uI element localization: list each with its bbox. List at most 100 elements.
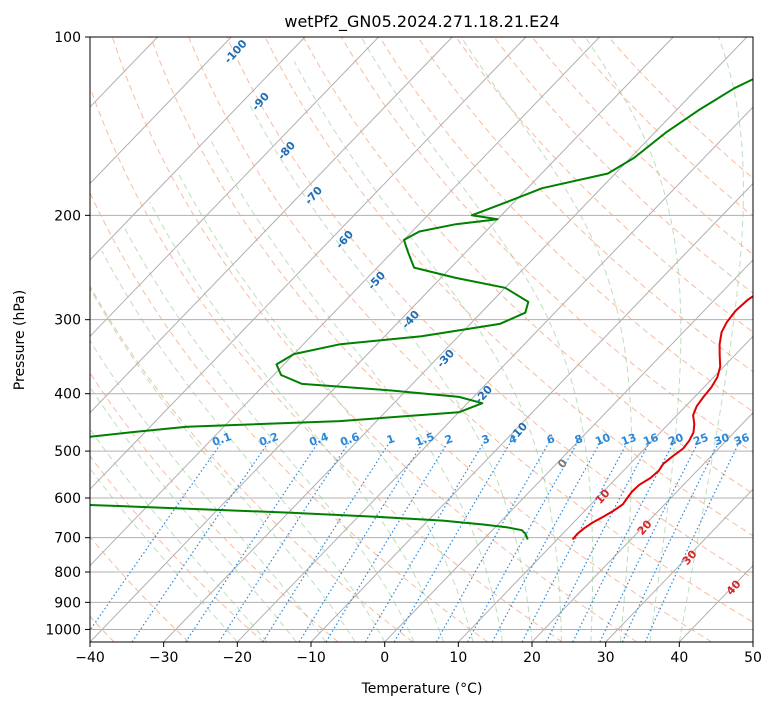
temperature-profile-line <box>571 295 753 541</box>
dry-adiabat-50 <box>188 37 753 623</box>
y-tick-label: 100 <box>54 30 81 46</box>
mixing-ratio-label: 10 <box>593 431 612 449</box>
dry-adiabat-130 <box>493 37 753 294</box>
x-tick-label: 0 <box>380 650 389 666</box>
mixing-ratio-label: 0.4 <box>307 430 330 449</box>
mixing-ratio-label: 0.1 <box>210 430 233 449</box>
isotherm--70 <box>90 37 453 414</box>
mixing-ratio-label: 13 <box>619 431 638 448</box>
moist-adiabat--12 <box>90 386 297 642</box>
mixing-ratio-line-4 <box>393 440 512 642</box>
dry-adiabat-20 <box>90 85 563 642</box>
moist-adiabat-36 <box>584 37 682 642</box>
dry-adiabat--10 <box>90 372 339 642</box>
moist-adiabat-0 <box>101 251 386 642</box>
x-tick-label: 20 <box>523 650 541 666</box>
mixing-ratio-label: 3 <box>480 432 492 447</box>
mixing-ratio-line-3 <box>364 440 486 642</box>
mixing-ratio-line-6 <box>435 440 551 642</box>
isotherm-30 <box>605 488 753 642</box>
x-tick-label: 10 <box>449 650 467 666</box>
isotherm-10 <box>457 335 753 642</box>
y-tick-label: 1000 <box>45 622 81 638</box>
mixing-ratio-label: 30 <box>712 431 731 449</box>
dewpoint-profile-line <box>90 78 753 540</box>
mixing-ratio-label: 1.5 <box>413 430 436 449</box>
moist-adiabat--16 <box>90 428 268 642</box>
moist-adiabat-16 <box>210 141 503 642</box>
x-axis-label: Temperature (°C) <box>361 681 483 697</box>
moist-adiabat-24 <box>293 61 562 642</box>
mixing-ratio-line-1.5 <box>298 440 425 642</box>
isotherm--90 <box>90 37 306 261</box>
y-tick-label: 600 <box>54 491 81 507</box>
chart-title: wetPf2_GN05.2024.271.18.21.E24 <box>284 12 559 32</box>
x-tick-label: −30 <box>149 650 179 666</box>
moist-adiabat--20 <box>90 467 238 642</box>
isotherm--80 <box>90 37 379 338</box>
plot-background-lines <box>90 37 753 642</box>
isotherm--30 <box>163 37 748 642</box>
dry-adiabat--20 <box>90 455 264 642</box>
isotherm--20 <box>236 106 753 642</box>
mixing-ratio-line-0.4 <box>185 440 320 642</box>
dry-adiabat-40 <box>150 37 712 642</box>
moist-adiabat-20 <box>249 104 533 642</box>
y-tick-label: 400 <box>54 387 81 403</box>
y-tick-label: 200 <box>54 208 81 224</box>
y-axis-label: Pressure (hPa) <box>12 290 28 390</box>
y-tick-label: 700 <box>54 531 81 547</box>
mixing-ratio-line-10 <box>491 440 602 642</box>
moist-adiabat-4 <box>124 227 415 642</box>
plot-frame <box>89 36 754 643</box>
dry-adiabat-10 <box>90 191 488 642</box>
y-tick-label: 900 <box>54 595 81 611</box>
mixing-ratio-label: 16 <box>641 431 660 449</box>
moist-adiabat--4 <box>90 287 356 642</box>
mixing-ratio-line-25 <box>599 440 700 642</box>
mixing-ratio-line-8 <box>466 440 580 642</box>
mixing-ratio-label: 0.6 <box>338 430 361 449</box>
mixing-ratio-line-1 <box>262 440 392 642</box>
axis-ticks: −40 −30 −20 −10 0 10 20 30 40 5010020030040050060… <box>45 30 762 666</box>
moist-adiabat-12 <box>177 173 474 642</box>
mixing-ratio-label: 6 <box>545 432 557 447</box>
mixing-ratio-label: 8 <box>573 432 585 447</box>
mixing-ratio-label: 4 <box>507 432 519 447</box>
moist-adiabat-32 <box>460 37 633 642</box>
y-tick-label: 300 <box>54 313 81 329</box>
x-tick-label: −10 <box>296 650 326 666</box>
plot-data-series <box>90 78 753 541</box>
isotherm--60 <box>90 37 527 490</box>
moist-adiabat-8 <box>149 201 445 642</box>
isotherm-0 <box>384 259 753 642</box>
y-tick-label: 800 <box>54 565 81 581</box>
mixing-ratio-line-20 <box>572 440 676 642</box>
y-tick-label: 500 <box>54 444 81 460</box>
x-tick-label: −20 <box>223 650 253 666</box>
moist-adiabat-28 <box>360 37 594 642</box>
mixing-ratio-line-0.1 <box>90 440 224 632</box>
dry-adiabat-0 <box>90 285 414 642</box>
dry-adiabat-30 <box>111 37 638 642</box>
mixing-ratio-label: 20 <box>666 431 685 449</box>
moist-adiabat--8 <box>90 339 327 642</box>
x-tick-label: −40 <box>75 650 105 666</box>
dry-adiabat-120 <box>455 37 753 333</box>
mixing-ratio-line-0.6 <box>218 440 351 642</box>
mixing-ratio-label: 36 <box>732 431 751 449</box>
isotherm--100 <box>90 37 232 185</box>
x-tick-label: 30 <box>597 650 615 666</box>
mixing-ratio-label: 1 <box>385 432 397 447</box>
x-tick-label: 40 <box>670 650 688 666</box>
mixing-ratio-label: 0.2 <box>257 430 280 449</box>
mixing-ratio-line-2 <box>325 440 450 642</box>
x-tick-label: 50 <box>744 650 762 666</box>
isotherm-20 <box>531 412 753 642</box>
isotherm--50 <box>90 37 600 567</box>
moist-adiabat-40 <box>678 37 744 642</box>
mixing-ratio-label: 2 <box>443 432 455 447</box>
mixing-ratio-line-0.2 <box>131 440 271 642</box>
